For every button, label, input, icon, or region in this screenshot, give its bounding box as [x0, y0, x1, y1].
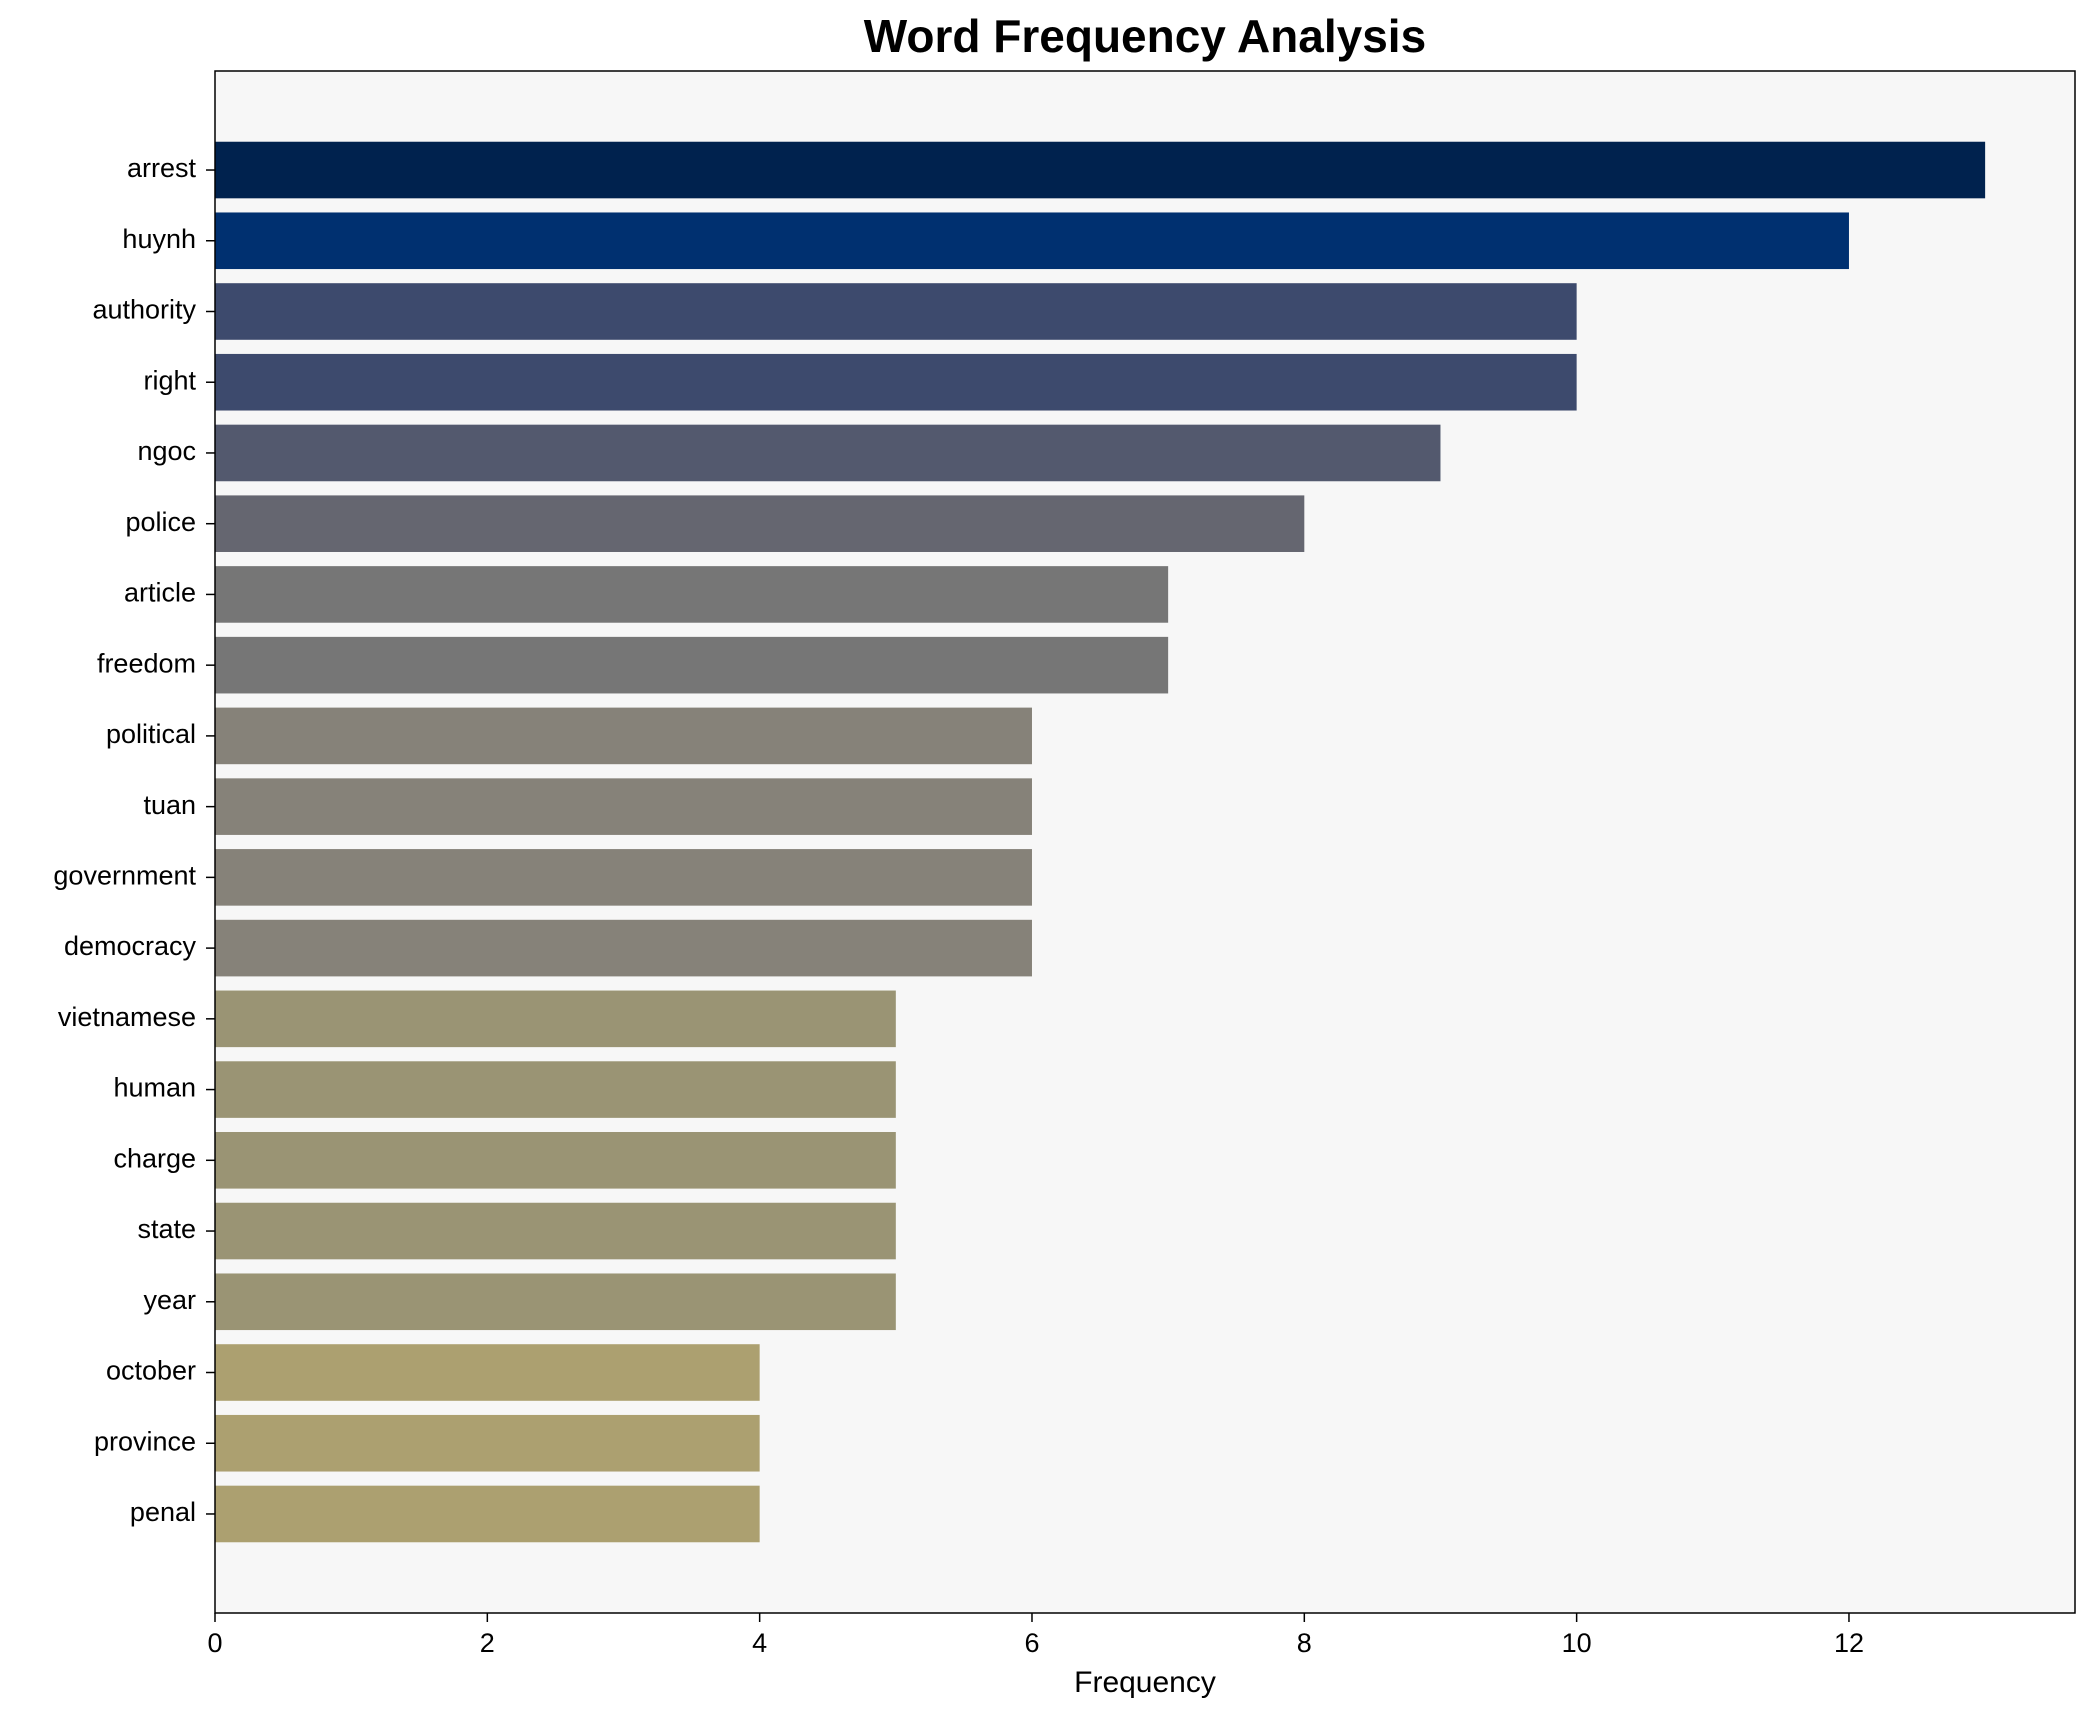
bar — [215, 1202, 896, 1260]
x-tick-label: 2 — [480, 1628, 495, 1658]
x-tick-label: 4 — [752, 1628, 767, 1658]
bar — [215, 778, 1032, 835]
bar — [215, 1132, 896, 1189]
y-tick-label: charge — [113, 1143, 196, 1173]
bar — [215, 141, 1986, 199]
y-tick-label: police — [125, 507, 196, 537]
chart-title: Word Frequency Analysis — [864, 10, 1426, 62]
bar — [215, 283, 1577, 340]
x-tick-label: 8 — [1297, 1628, 1312, 1658]
bar — [215, 424, 1441, 482]
bar — [215, 707, 1032, 765]
y-tick-label: government — [53, 860, 196, 890]
bar — [215, 212, 1849, 270]
y-tick-label: political — [106, 719, 196, 749]
y-tick-label: penal — [130, 1497, 196, 1527]
y-tick-label: state — [137, 1214, 196, 1244]
bar — [215, 1273, 896, 1331]
y-tick-label: province — [94, 1426, 196, 1456]
y-tick-label: huynh — [122, 224, 196, 254]
y-tick-label: arrest — [127, 153, 197, 183]
y-tick-label: freedom — [97, 648, 196, 678]
bar — [215, 1485, 760, 1543]
y-tick-label: ngoc — [137, 436, 196, 466]
bar — [215, 495, 1305, 552]
bar — [215, 1061, 896, 1118]
x-tick-label: 0 — [207, 1628, 222, 1658]
bar — [215, 566, 1169, 623]
bar — [215, 919, 1032, 977]
bar — [215, 1414, 760, 1472]
plot-frame — [214, 70, 2076, 1614]
y-tick-label: tuan — [143, 790, 196, 820]
bar — [215, 990, 896, 1048]
x-tick-label: 6 — [1024, 1628, 1039, 1658]
bar — [215, 1344, 760, 1401]
x-axis-label: Frequency — [1074, 1666, 1216, 1699]
y-tick-label: article — [124, 578, 196, 608]
bar — [215, 353, 1577, 411]
bar — [215, 636, 1169, 694]
y-tick-label: year — [143, 1285, 196, 1315]
y-tick-label: right — [143, 365, 196, 395]
x-tick-label: 10 — [1562, 1628, 1592, 1658]
y-tick-label: vietnamese — [58, 1002, 196, 1032]
y-tick-label: authority — [92, 295, 196, 325]
y-tick-label: october — [106, 1356, 196, 1386]
x-tick-label: 12 — [1834, 1628, 1864, 1658]
y-tick-label: democracy — [64, 931, 197, 961]
bar — [215, 849, 1032, 906]
y-tick-label: human — [113, 1073, 196, 1103]
